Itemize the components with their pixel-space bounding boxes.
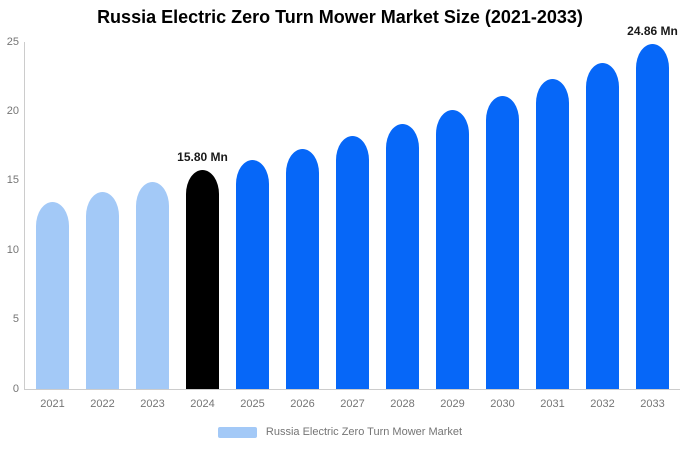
x-tick-label-2027: 2027 (340, 398, 365, 410)
x-axis-line (24, 389, 680, 390)
chart-title: Russia Electric Zero Turn Mower Market S… (97, 7, 583, 27)
bar-value-label-2033: 24.86 Mn (627, 23, 678, 38)
y-tick-label-15: 15 (6, 174, 19, 187)
y-tick-label-10: 10 (6, 243, 19, 256)
bar-2031 (536, 79, 569, 389)
legend: Russia Electric Zero Turn Mower Market (0, 426, 680, 439)
x-tick-label-2022: 2022 (90, 398, 115, 410)
x-tick-label-2026: 2026 (290, 398, 315, 410)
bar-2022 (86, 191, 119, 389)
x-tick-label-2032: 2032 (590, 398, 615, 410)
x-tick-label-2025: 2025 (240, 398, 265, 410)
bar-2025 (236, 159, 269, 389)
bar-2024 (186, 169, 219, 389)
y-tick-label-20: 20 (6, 104, 19, 117)
legend-label[interactable]: Russia Electric Zero Turn Mower Market (265, 426, 463, 438)
bar-2028 (386, 123, 419, 389)
x-tick-label-2033: 2033 (640, 398, 665, 410)
x-tick-label-2030: 2030 (490, 398, 515, 410)
x-tick-label-2021: 2021 (40, 398, 65, 410)
y-tick-label-25: 25 (6, 35, 19, 48)
x-tick-label-2023: 2023 (140, 398, 165, 410)
y-axis-line (24, 42, 25, 389)
x-tick-label-2031: 2031 (540, 398, 565, 410)
bar-2032 (586, 62, 619, 389)
bar-2026 (286, 148, 319, 389)
x-tick-label-2028: 2028 (390, 398, 415, 410)
x-tick-label-2024: 2024 (190, 398, 215, 410)
bar-2033 (636, 43, 669, 389)
bar-2023 (136, 182, 169, 389)
legend-swatch[interactable] (217, 427, 257, 438)
y-tick-label-0: 0 (12, 382, 19, 395)
bar-2030 (486, 96, 519, 389)
bar-2021 (36, 201, 69, 389)
y-tick-label-5: 5 (12, 313, 19, 326)
bar-value-label-2024: 15.80 Mn (177, 149, 228, 164)
bar-2027 (336, 136, 369, 389)
x-tick-label-2029: 2029 (440, 398, 465, 410)
bar-2029 (436, 110, 469, 389)
